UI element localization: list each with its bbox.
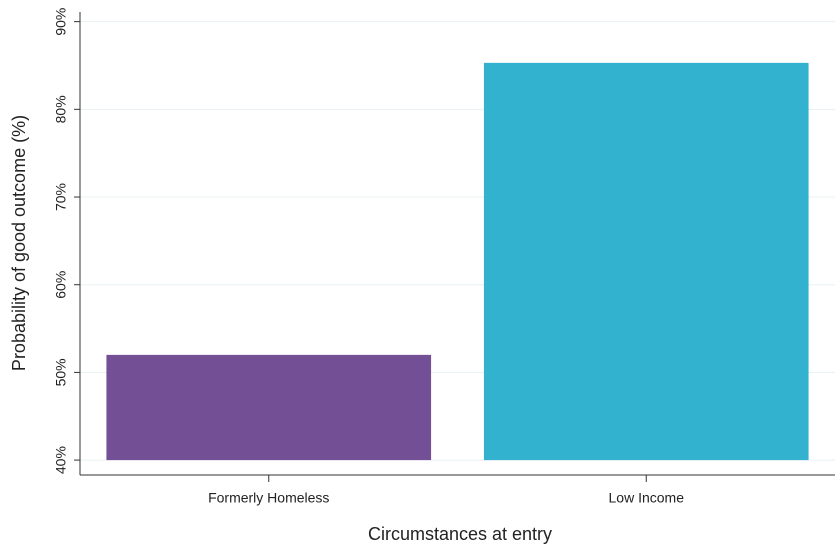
- bar: [106, 354, 432, 461]
- x-tick-label: Formerly Homeless: [208, 490, 329, 506]
- y-tick-label: 70%: [53, 183, 69, 211]
- y-axis-title: Probability of good outcome (%): [9, 115, 29, 371]
- x-axis-title: Circumstances at entry: [368, 524, 552, 544]
- y-tick-label: 80%: [53, 95, 69, 123]
- bar: [483, 62, 809, 461]
- x-tick-label: Low Income: [609, 490, 685, 506]
- y-tick-label: 40%: [53, 446, 69, 474]
- y-tick-label: 90%: [53, 8, 69, 36]
- y-tick-label: 50%: [53, 358, 69, 386]
- y-tick-label: 60%: [53, 271, 69, 299]
